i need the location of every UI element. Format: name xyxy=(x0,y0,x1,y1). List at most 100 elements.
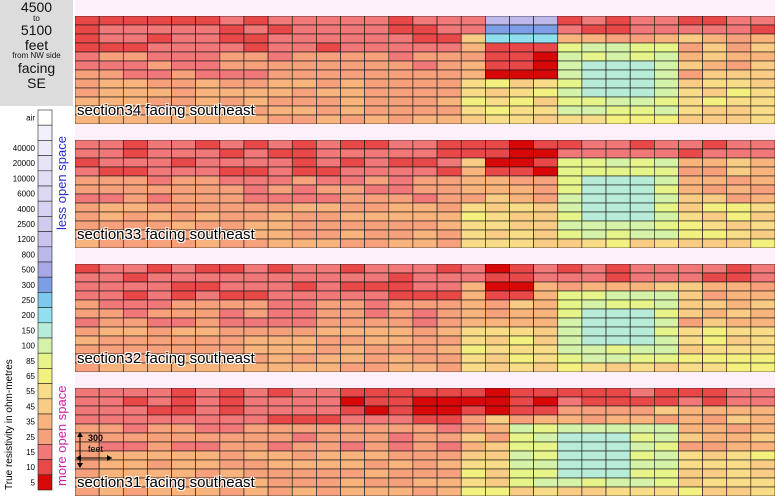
heatmap-cell xyxy=(122,69,148,80)
heatmap-cell xyxy=(678,432,703,443)
legend-label: 45 xyxy=(26,402,35,411)
heatmap-cell xyxy=(726,166,752,177)
heatmap-cell xyxy=(291,51,317,62)
heatmap-cell xyxy=(75,42,100,53)
heatmap-cell xyxy=(243,87,269,98)
heatmap-cell xyxy=(267,450,293,461)
heatmap-cell xyxy=(460,405,486,416)
heatmap-cell xyxy=(316,281,341,292)
heatmap-cell xyxy=(750,166,775,177)
heatmap-cell xyxy=(340,193,365,204)
legend-swatch-200 xyxy=(37,307,53,324)
heatmap-cell xyxy=(364,42,390,53)
heatmap-cell xyxy=(388,96,414,107)
heatmap-cell xyxy=(509,405,534,416)
heatmap-cell xyxy=(557,477,583,488)
heatmap-cell xyxy=(195,184,221,195)
heatmap-cell xyxy=(654,238,679,248)
heatmap-cell xyxy=(654,202,679,213)
heatmap-cell xyxy=(412,202,438,213)
heatmap-cell xyxy=(750,69,775,80)
heatmap-cell xyxy=(654,15,679,26)
heatmap-cell xyxy=(316,317,341,328)
heatmap-cell xyxy=(460,15,486,26)
heatmap-cell xyxy=(267,211,293,222)
heatmap-cell xyxy=(557,423,583,434)
heatmap-cell xyxy=(726,184,752,195)
heatmap-cell xyxy=(195,272,221,283)
heatmap-cell xyxy=(509,42,534,53)
heatmap-cell xyxy=(702,87,728,98)
heatmap-cell xyxy=(485,468,510,479)
heatmap-cell xyxy=(243,166,269,177)
heatmap-cell xyxy=(509,263,534,274)
heatmap-cell xyxy=(267,202,293,213)
heatmap-cell xyxy=(364,184,390,195)
heatmap-cell xyxy=(388,42,414,53)
heatmap-cell xyxy=(219,157,245,168)
heatmap-cell xyxy=(509,78,534,89)
heatmap-cell xyxy=(726,263,752,274)
heatmap-cell xyxy=(629,220,655,231)
heatmap-cell xyxy=(750,211,775,222)
heatmap-cell xyxy=(219,459,245,470)
heatmap-cell xyxy=(605,69,631,80)
heatmap-cell xyxy=(702,15,728,26)
heatmap-cell xyxy=(605,281,631,292)
heatmap-cell xyxy=(509,15,534,26)
heatmap-cell xyxy=(436,238,462,248)
heatmap-cell xyxy=(75,272,100,283)
heatmap-cell xyxy=(243,184,269,195)
heatmap-cell xyxy=(557,148,583,159)
heatmap-cell xyxy=(267,477,293,488)
heatmap-cell xyxy=(122,78,148,89)
heatmap-cell xyxy=(533,308,559,319)
heatmap-cell xyxy=(557,272,583,283)
heatmap-cell xyxy=(678,96,703,107)
heatmap-cell xyxy=(75,175,100,186)
heatmap-cell xyxy=(388,114,414,124)
heatmap-cell xyxy=(605,96,631,107)
heatmap-cell xyxy=(533,78,559,89)
heatmap-cell xyxy=(436,157,462,168)
heatmap-cell xyxy=(460,459,486,470)
legend-swatch-10 xyxy=(37,459,53,476)
heatmap-cell xyxy=(702,441,728,452)
heatmap-cell xyxy=(750,105,775,116)
heatmap-cell xyxy=(460,105,486,116)
heatmap-cell xyxy=(340,175,365,186)
heatmap-cell xyxy=(460,308,486,319)
heatmap-cell xyxy=(75,290,100,301)
heatmap-cell xyxy=(557,60,583,71)
heatmap-cell xyxy=(412,326,438,337)
scale-unit: feet xyxy=(88,444,104,454)
heatmap-cell xyxy=(629,290,655,301)
air-band xyxy=(75,248,775,264)
heatmap-cell xyxy=(533,96,559,107)
heatmap-cell xyxy=(122,166,148,177)
heatmap-cell xyxy=(533,229,559,240)
heatmap-cell xyxy=(485,387,510,398)
heatmap-cell xyxy=(629,42,655,53)
heatmap-cell xyxy=(702,139,728,150)
heatmap-cell xyxy=(654,87,679,98)
heatmap-cell xyxy=(267,87,293,98)
heatmap-cell xyxy=(750,468,775,479)
heatmap-cell xyxy=(364,468,390,479)
heatmap-cell xyxy=(485,281,510,292)
heatmap-cell xyxy=(340,432,365,443)
heatmap-cell xyxy=(605,441,631,452)
heatmap-cell xyxy=(340,414,365,425)
heatmap-cell xyxy=(98,51,124,62)
heatmap-cell xyxy=(726,24,752,35)
heatmap-cell xyxy=(750,175,775,186)
heatmap-cell xyxy=(557,414,583,425)
heatmap-cell xyxy=(195,193,221,204)
heatmap-cell xyxy=(678,308,703,319)
heatmap-cell xyxy=(533,477,559,488)
heatmap-cell xyxy=(122,441,148,452)
heatmap-cell xyxy=(726,175,752,186)
heatmap-cell xyxy=(195,24,221,35)
heatmap-cell xyxy=(702,486,728,496)
heatmap-cell xyxy=(605,202,631,213)
